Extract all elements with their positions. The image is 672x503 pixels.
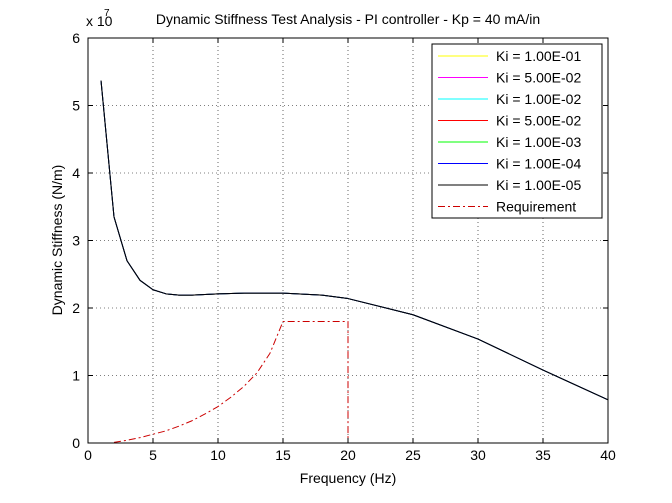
x-tick-label: 35: [535, 447, 551, 463]
legend-label-3: Ki = 1.00E-02: [496, 91, 581, 107]
x-tick-label: 25: [405, 447, 421, 463]
y-tick-label: 0: [72, 435, 80, 451]
x-tick-label: 15: [275, 447, 291, 463]
grid-layer: [88, 38, 608, 443]
y-axis-label: Dynamic Stiffness (N/m): [49, 165, 65, 316]
legend-label-8: Requirement: [496, 199, 576, 215]
legend-label-6: Ki = 1.00E-04: [496, 156, 581, 172]
x-axis-label: Frequency (Hz): [300, 470, 396, 486]
y-tick-label: 4: [72, 165, 80, 181]
y-tick-label: 1: [72, 368, 80, 384]
x-tick-label: 0: [84, 447, 92, 463]
chart-title: Dynamic Stiffness Test Analysis - PI con…: [156, 11, 540, 27]
legend-label-5: Ki = 1.00E-03: [496, 134, 581, 150]
y-tick-label: 3: [72, 233, 80, 249]
legend-label-4: Ki = 5.00E-02: [496, 113, 581, 129]
x-tick-label: 5: [149, 447, 157, 463]
legend-label-1: Ki = 1.00E-01: [496, 48, 581, 64]
y-scale-exponent: 7: [104, 8, 110, 19]
series-line-7: [100, 80, 609, 401]
legend: Ki = 1.00E-01 Ki = 5.00E-02 Ki = 1.00E-02 K…: [431, 43, 603, 219]
x-tick-label: 20: [340, 447, 356, 463]
y-scale-base: x 10: [86, 13, 113, 29]
y-tick-label: 2: [72, 300, 80, 316]
tick-layer: 0 5 10 15 20 25 30 35 40 0 1 2 3 4 5 6: [72, 30, 616, 463]
series-line-8: [113, 321, 349, 443]
series-layer: [100, 80, 609, 443]
legend-label-2: Ki = 5.00E-02: [496, 70, 581, 86]
legend-box: [431, 43, 603, 219]
y-tick-label: 6: [72, 30, 80, 46]
x-tick-label: 40: [600, 447, 616, 463]
legend-label-7: Ki = 1.00E-05: [496, 177, 581, 193]
legend-entries: Ki = 1.00E-01 Ki = 5.00E-02 Ki = 1.00E-02 K…: [438, 48, 581, 215]
x-tick-label: 10: [210, 447, 226, 463]
x-tick-label: 30: [470, 447, 486, 463]
y-tick-label: 5: [72, 98, 80, 114]
